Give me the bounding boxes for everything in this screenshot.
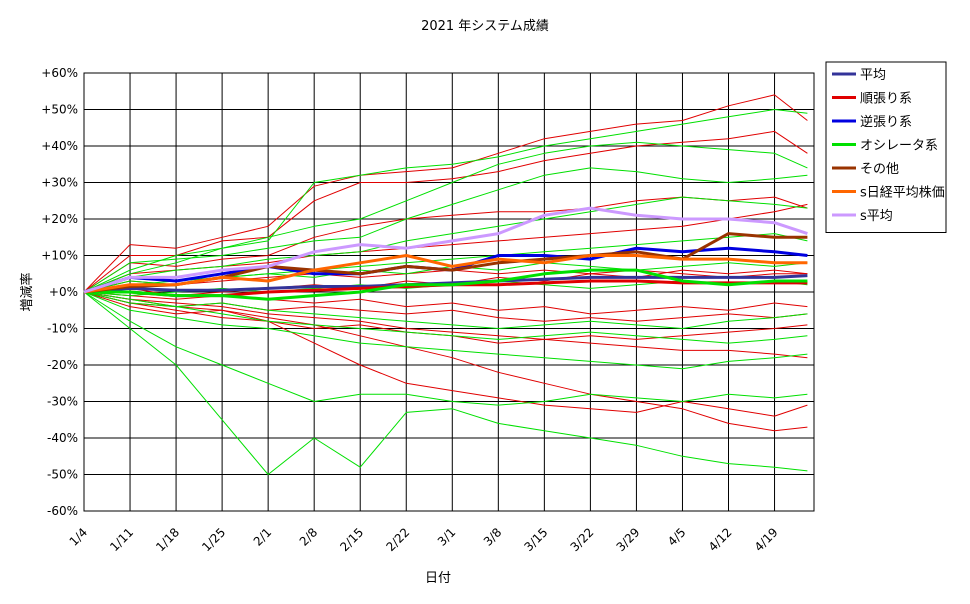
plot-area: +60% +50% +40% +30% +20% +10% +0% -10% -20% -30% -…	[41, 66, 815, 554]
system-line	[83, 291, 808, 417]
y-tick-label: +10%	[41, 249, 78, 263]
system-line	[83, 291, 808, 359]
y-tick-label: +30%	[41, 176, 78, 190]
x-tick-label: 3/15	[522, 525, 551, 554]
y-tick-label: -20%	[47, 358, 78, 372]
y-tick-label: +0%	[49, 285, 78, 299]
y-axis-label: 増減率	[19, 272, 35, 311]
x-tick-label: 1/18	[153, 525, 182, 554]
system-line	[83, 291, 808, 406]
system-line	[83, 291, 808, 475]
legend-label: s日経平均株価	[860, 186, 945, 201]
system-line	[83, 291, 808, 432]
x-tick-label: 4/19	[752, 525, 781, 554]
x-tick-label: 2/22	[383, 525, 412, 554]
x-tick-label: 3/29	[614, 525, 643, 554]
legend-box	[825, 61, 947, 233]
x-tick-label: 3/1	[435, 525, 459, 549]
legend-label: 逆張り系	[860, 114, 912, 130]
legend-label: オシレータ系	[860, 139, 938, 154]
x-tick-label: 2/8	[297, 525, 321, 549]
system-line	[83, 196, 808, 293]
system-line	[83, 130, 808, 293]
y-tick-label: +20%	[41, 212, 78, 226]
y-tick-label: -10%	[47, 322, 78, 336]
y-tick-label: -30%	[47, 395, 78, 409]
x-tick-label: 1/11	[107, 525, 136, 554]
chart-title: 2021 年システム成績	[421, 19, 549, 34]
y-tick-label: +40%	[41, 139, 78, 153]
y-tick-label: -50%	[47, 468, 78, 482]
x-tick-label: 3/8	[481, 525, 505, 549]
system-line	[83, 94, 808, 293]
system-line	[83, 109, 808, 293]
system-line	[83, 291, 808, 329]
x-tick-label: 4/5	[665, 525, 689, 549]
x-tick-label: 1/25	[199, 525, 228, 554]
x-tick-label: 4/12	[706, 525, 735, 554]
system-line	[83, 167, 808, 293]
system-line	[83, 291, 808, 370]
system-line	[83, 141, 808, 293]
x-tick-label: 2/15	[337, 525, 366, 554]
y-tick-label: -40%	[47, 431, 78, 445]
system-line	[83, 291, 808, 344]
series-line	[84, 268, 808, 301]
series-line	[83, 254, 808, 294]
legend-label: 順張り系	[860, 92, 912, 107]
x-tick-label: 1/4	[67, 525, 91, 549]
y-tick-label: +50%	[41, 103, 78, 117]
x-tick-label: 3/22	[568, 525, 597, 554]
x-tick-label: 2/1	[251, 525, 275, 549]
x-axis-label: 日付	[425, 571, 451, 586]
legend-label: s平均	[860, 209, 893, 224]
legend-label: 平均	[860, 68, 886, 83]
legend-label: その他	[860, 162, 899, 177]
series-line	[83, 206, 808, 294]
series-line	[83, 274, 808, 294]
y-tick-label: -60%	[47, 504, 78, 518]
y-tick-label: +60%	[41, 66, 78, 80]
